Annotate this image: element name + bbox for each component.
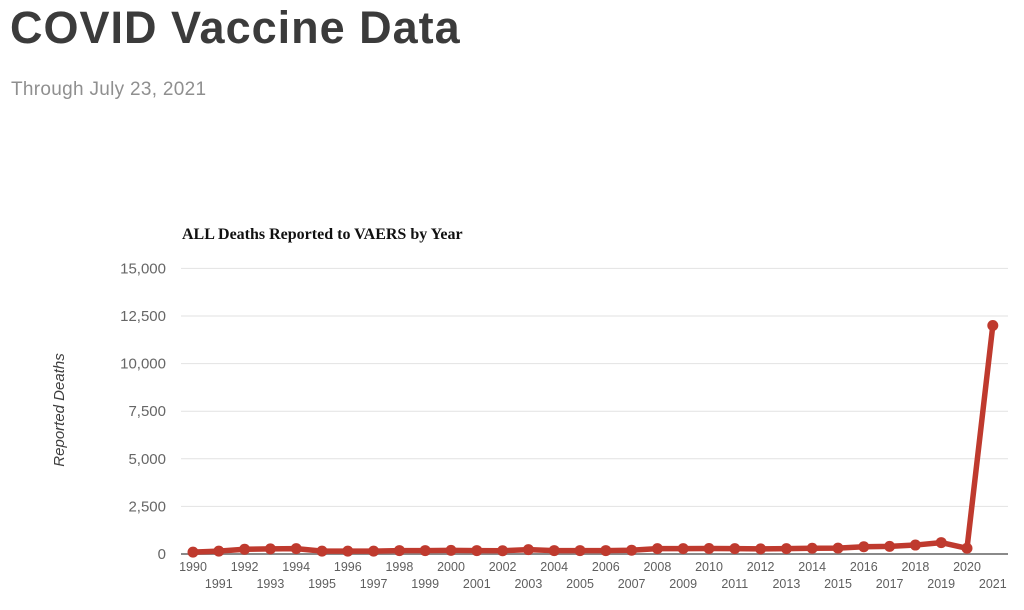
x-tick-label: 2006 (592, 560, 620, 574)
data-point-1996[interactable] (342, 545, 354, 557)
deaths-series-line (190, 322, 996, 555)
x-tick-label: 2010 (695, 560, 723, 574)
data-point-2008[interactable] (651, 543, 663, 555)
data-point-2001[interactable] (471, 545, 483, 557)
data-point-1991[interactable] (213, 545, 225, 557)
page-title: COVID Vaccine Data (10, 2, 461, 53)
x-tick-label: 2015 (824, 577, 852, 591)
x-tick-label: 1999 (411, 577, 439, 591)
x-tick-label: 2021 (979, 577, 1007, 591)
data-point-2010[interactable] (703, 542, 715, 554)
x-tick-label: 1992 (231, 560, 259, 574)
y-axis-tick-labels: 0 2,500 5,000 7,500 10,000 12,500 15,000 (120, 260, 166, 563)
data-point-2021[interactable] (987, 320, 999, 332)
x-tick-label: 1990 (179, 560, 207, 574)
y-tick-label: 10,000 (120, 356, 166, 373)
gridlines (181, 267, 1008, 507)
x-tick-label: 2005 (566, 577, 594, 591)
y-tick-label: 15,000 (120, 260, 166, 277)
x-tick-label: 2014 (798, 560, 826, 574)
chart-title: ALL Deaths Reported to VAERS by Year (182, 226, 463, 243)
x-axis-tick-labels: 1990 1991 1992 1993 1994 1995 1996 1997 1998 1999… (179, 560, 1007, 591)
page-subtitle: Through July 23, 2021 (11, 79, 207, 100)
data-point-2000[interactable] (445, 544, 457, 556)
data-point-2005[interactable] (574, 545, 586, 557)
x-tick-label: 1993 (256, 577, 284, 591)
x-tick-label: 1997 (360, 577, 388, 591)
x-tick-label: 2000 (437, 560, 465, 574)
data-point-1998[interactable] (393, 545, 405, 557)
data-point-1993[interactable] (264, 543, 276, 555)
y-tick-label: 12,500 (120, 308, 166, 325)
data-point-2013[interactable] (780, 543, 792, 555)
data-point-2018[interactable] (909, 539, 921, 551)
data-point-2017[interactable] (884, 540, 896, 552)
data-point-2004[interactable] (548, 545, 560, 557)
x-tick-label: 2009 (669, 577, 697, 591)
data-point-2009[interactable] (677, 543, 689, 555)
x-tick-label: 1998 (385, 560, 413, 574)
x-tick-label: 1994 (282, 560, 310, 574)
x-tick-label: 1991 (205, 577, 233, 591)
x-tick-label: 2003 (514, 577, 542, 591)
x-tick-label: 2019 (927, 577, 955, 591)
x-tick-label: 2007 (618, 577, 646, 591)
data-point-1990[interactable] (187, 546, 199, 558)
x-tick-label: 1996 (334, 560, 362, 574)
data-point-2015[interactable] (832, 542, 844, 554)
data-point-2003[interactable] (522, 544, 534, 556)
x-tick-label: 2016 (850, 560, 878, 574)
data-point-1992[interactable] (239, 543, 251, 555)
y-tick-label: 7,500 (128, 403, 166, 420)
data-point-2006[interactable] (600, 545, 612, 557)
data-point-1995[interactable] (316, 545, 328, 557)
data-point-2007[interactable] (626, 544, 638, 556)
y-axis-label: Reported Deaths (51, 353, 68, 467)
x-tick-label: 2017 (876, 577, 904, 591)
y-tick-label: 5,000 (128, 451, 166, 468)
x-tick-label: 2011 (721, 577, 748, 591)
data-point-2012[interactable] (755, 543, 767, 555)
x-tick-label: 2012 (747, 560, 775, 574)
data-point-2016[interactable] (858, 541, 870, 553)
data-points (187, 320, 999, 558)
x-tick-label: 2013 (772, 577, 800, 591)
x-tick-label: 1995 (308, 577, 336, 591)
data-point-1999[interactable] (419, 545, 431, 557)
x-tick-label: 2002 (489, 560, 517, 574)
data-point-2019[interactable] (935, 537, 947, 549)
data-point-1997[interactable] (368, 545, 380, 557)
data-point-2011[interactable] (729, 543, 741, 555)
data-point-2002[interactable] (497, 545, 509, 557)
x-tick-label: 2008 (643, 560, 671, 574)
x-tick-label: 2004 (540, 560, 568, 574)
y-tick-label: 0 (158, 546, 166, 563)
x-tick-label: 2020 (953, 560, 981, 574)
x-tick-label: 2018 (901, 560, 929, 574)
x-tick-label: 2001 (463, 577, 491, 591)
data-point-2020[interactable] (961, 542, 973, 554)
y-tick-label: 2,500 (128, 498, 166, 515)
data-point-2014[interactable] (806, 542, 818, 554)
data-point-1994[interactable] (290, 543, 302, 555)
